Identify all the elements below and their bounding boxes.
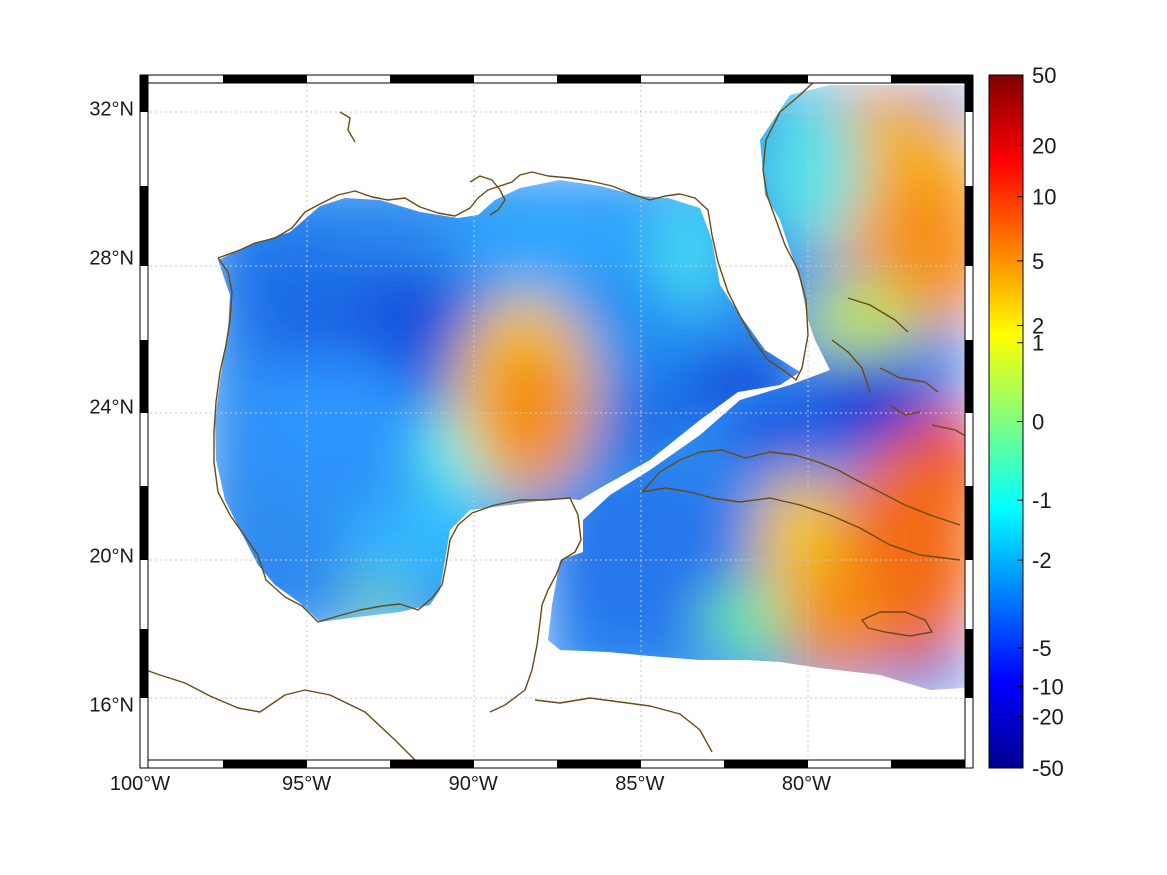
bahamas <box>831 297 939 416</box>
map-frame <box>139 74 974 769</box>
latitude-tick-label: 28°N <box>89 248 134 270</box>
longitude-tick-label: 80°W <box>782 773 831 795</box>
colorbar-tick-label: -20 <box>1032 705 1064 730</box>
colorbar-tick-label: -2 <box>1032 548 1052 573</box>
colorbar-tick-label: 50 <box>1032 63 1056 88</box>
latitude-tick-label: 24°N <box>89 397 134 419</box>
colorbar-tick-label: -50 <box>1032 756 1064 781</box>
latitude-tick-label: 16°N <box>89 695 134 717</box>
colorbar-tick-label: 10 <box>1032 185 1056 210</box>
coastlines <box>140 77 973 766</box>
colorbar-tick-label: -5 <box>1032 636 1052 661</box>
colorbar-tick-label: -10 <box>1032 675 1064 700</box>
central-america-coast <box>140 667 421 766</box>
longitude-tick-label: 90°W <box>449 773 498 795</box>
longitude-labels: 100°W 95°W 90°W 85°W 80°W <box>110 773 831 795</box>
longitude-tick-label: 85°W <box>615 773 664 795</box>
us-gulf-coast <box>217 77 819 381</box>
gridlines <box>140 75 973 768</box>
mississippi-delta <box>469 175 506 216</box>
latitude-labels: 32°N 28°N 24°N 20°N 16°N <box>89 99 134 717</box>
cuba <box>641 449 961 561</box>
latitude-tick-label: 32°N <box>89 99 134 121</box>
latitude-tick-label: 20°N <box>89 546 134 568</box>
colorbar-tick-label: 2 <box>1032 314 1044 339</box>
plot-area <box>140 75 973 768</box>
colorbar-tick-label: 0 <box>1032 410 1044 435</box>
colorbar-tick-label: 20 <box>1032 133 1056 158</box>
mexico-east-coast <box>213 257 582 713</box>
inland-lake <box>339 111 356 143</box>
honduras-coast <box>534 697 713 753</box>
jamaica <box>861 611 933 637</box>
longitude-tick-label: 95°W <box>282 773 331 795</box>
longitude-tick-label: 100°W <box>110 773 170 795</box>
colorbar-tick-label: 5 <box>1032 249 1044 274</box>
colorbar-tick-label: 1 <box>1032 331 1044 356</box>
colorbar-tick-label: -1 <box>1032 488 1052 513</box>
